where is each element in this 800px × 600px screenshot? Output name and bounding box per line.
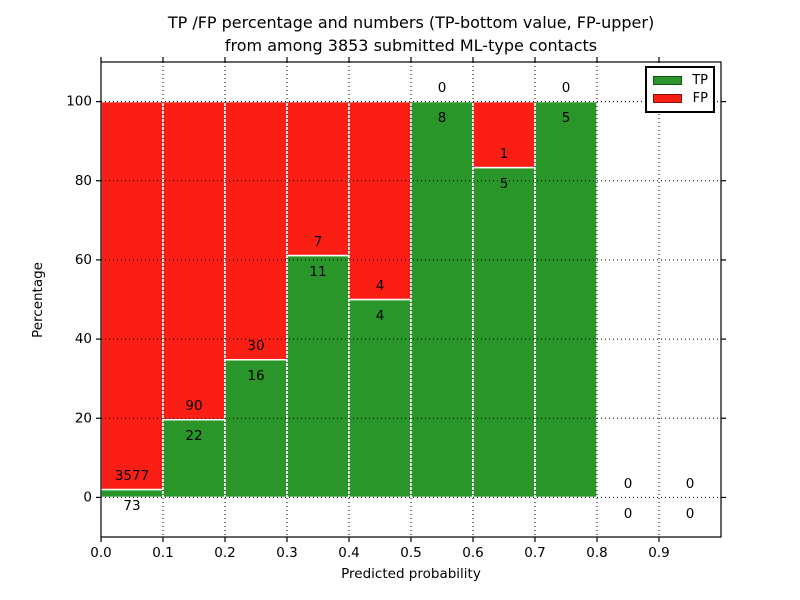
tp-count-label: 73 <box>123 498 140 514</box>
fp-count-label: 3577 <box>115 468 149 484</box>
x-tick-label: 0.1 <box>152 545 173 561</box>
fp-count-label: 1 <box>500 146 509 162</box>
fp-bar <box>286 100 350 257</box>
y-tick-label: 100 <box>66 94 92 110</box>
y-axis-label-wrap: Percentage <box>30 62 46 537</box>
x-tick-label: 0.5 <box>400 545 421 561</box>
tp-bar <box>100 488 164 499</box>
chart-title-line2: from among 3853 submitted ML-type contac… <box>224 36 598 55</box>
y-axis-label: Percentage <box>30 261 46 338</box>
fp-count-label: 90 <box>185 398 202 414</box>
fp-count-label: 0 <box>438 80 447 96</box>
tp-bar <box>410 100 474 499</box>
fp-count-label: 4 <box>376 278 385 294</box>
tp-count-label: 11 <box>309 264 326 280</box>
fp-bar <box>100 100 164 491</box>
x-tick-label: 0.8 <box>586 545 607 561</box>
x-tick-label: 0.6 <box>462 545 483 561</box>
fp-color-swatch <box>653 94 682 104</box>
fp-count-label: 0 <box>562 80 571 96</box>
tp-bar <box>286 254 350 499</box>
tp-bar <box>472 166 536 499</box>
fp-bar <box>472 100 536 169</box>
tp-count-label: 0 <box>686 506 695 522</box>
tp-color-swatch <box>653 75 682 85</box>
tp-count-label: 8 <box>438 110 447 126</box>
tp-count-label: 5 <box>562 110 571 126</box>
fp-bar <box>162 100 226 421</box>
y-tick-label: 60 <box>75 252 92 268</box>
fp-count-label: 30 <box>247 338 264 354</box>
legend-label-fp: FP <box>692 91 708 107</box>
legend-row-tp: TP <box>653 73 708 88</box>
legend-row-fp: FP <box>653 91 708 106</box>
tp-count-label: 22 <box>185 428 202 444</box>
tp-count-label: 5 <box>500 176 509 192</box>
x-axis-label: Predicted probability <box>341 566 481 582</box>
x-tick-label: 0.7 <box>524 545 545 561</box>
fp-bar <box>224 100 288 361</box>
legend: TP FP <box>645 66 715 113</box>
tp-count-label: 4 <box>376 308 385 324</box>
chart-title-line1: TP /FP percentage and numbers (TP-bottom… <box>167 13 655 32</box>
x-tick-label: 0.4 <box>338 545 359 561</box>
y-tick-label: 80 <box>75 173 92 189</box>
tp-bar <box>348 298 412 499</box>
fp-count-label: 0 <box>624 476 633 492</box>
chart-title: TP /FP percentage and numbers (TP-bottom… <box>101 11 721 57</box>
y-tick-label: 0 <box>83 489 92 505</box>
tp-count-label: 0 <box>624 506 633 522</box>
x-tick-label: 0.0 <box>90 545 111 561</box>
x-tick-label: 0.3 <box>276 545 297 561</box>
x-tick-label: 0.2 <box>214 545 235 561</box>
tp-count-label: 16 <box>247 368 264 384</box>
legend-label-tp: TP <box>692 72 708 88</box>
tp-bar <box>534 100 598 499</box>
y-tick-label: 40 <box>75 331 92 347</box>
fp-bar <box>348 100 412 301</box>
fp-count-label: 7 <box>314 234 323 250</box>
x-tick-label: 0.9 <box>648 545 669 561</box>
fp-count-label: 0 <box>686 476 695 492</box>
y-tick-label: 20 <box>75 410 92 426</box>
